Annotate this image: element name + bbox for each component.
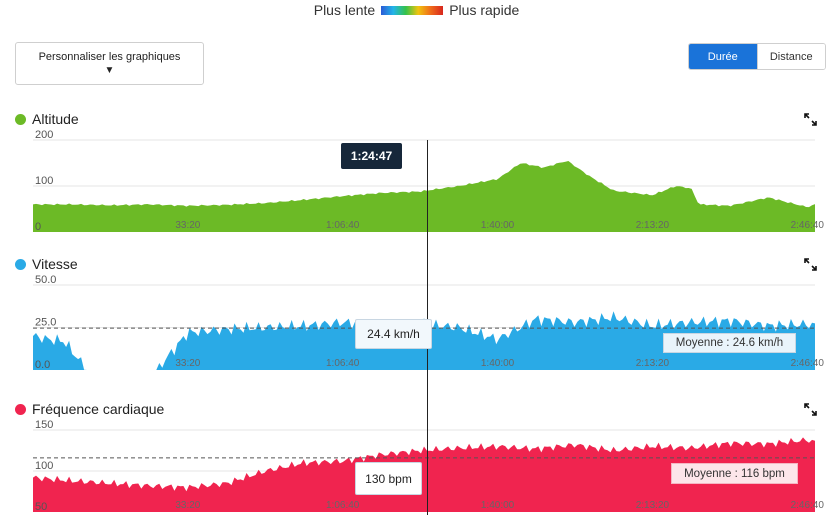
speed-title: Vitesse xyxy=(32,256,78,272)
heart-average-label: Moyenne : 116 bpm xyxy=(671,463,798,484)
x-tick-label: 1:40:00 xyxy=(481,500,515,511)
toggle-distance[interactable]: Distance xyxy=(756,44,825,69)
x-tick-label: 1:40:00 xyxy=(481,358,515,369)
legend-slow-label: Plus lente xyxy=(313,2,376,18)
expand-icon[interactable] xyxy=(804,403,817,416)
x-tick-label: 1:06:40 xyxy=(326,358,360,369)
time-cursor-label: 1:24:47 xyxy=(341,143,402,169)
caret-down-icon: ▼ xyxy=(104,65,115,76)
y-tick-label: 150 xyxy=(35,419,53,431)
y-tick-label: 0 xyxy=(35,221,41,233)
customize-charts-button[interactable]: Personnaliser les graphiques ▼ xyxy=(15,42,204,85)
heart-title: Fréquence cardiaque xyxy=(32,401,165,417)
toggle-duration[interactable]: Durée xyxy=(689,44,757,69)
y-tick-label: 50.0 xyxy=(35,274,56,286)
area-series xyxy=(33,161,815,232)
y-tick-label: 50 xyxy=(35,501,47,513)
altitude-color-dot xyxy=(15,113,26,125)
heart-value-tooltip: 130 bpm xyxy=(355,462,422,495)
y-tick-label: 200 xyxy=(35,129,53,141)
speed-gradient-bar xyxy=(381,5,444,15)
speed-value-tooltip: 24.4 km/h xyxy=(355,319,432,349)
customize-charts-label: Personnaliser les graphiques xyxy=(38,51,181,63)
speed-color-dot xyxy=(15,258,26,270)
expand-icon[interactable] xyxy=(804,258,817,271)
x-tick-label: 2:46:40 xyxy=(791,220,825,231)
speed-average-label: Moyenne : 24.6 km/h xyxy=(663,333,796,353)
area-series xyxy=(33,437,815,512)
heart-panel-title: Fréquence cardiaque xyxy=(15,401,164,417)
speed-color-legend: Plus lente Plus rapide xyxy=(0,2,833,18)
y-tick-label: 100 xyxy=(35,175,53,187)
legend-fast-label: Plus rapide xyxy=(449,2,520,18)
x-tick-label: 2:46:40 xyxy=(791,500,825,511)
x-tick-label: 2:13:20 xyxy=(636,358,670,369)
expand-icon[interactable] xyxy=(804,113,817,126)
y-tick-label: 0.0 xyxy=(35,359,50,371)
y-tick-label: 25.0 xyxy=(35,317,56,329)
heart-color-dot xyxy=(15,403,26,415)
x-tick-label: 1:06:40 xyxy=(326,500,360,511)
altitude-chart: 200 100 0 33:20 1:06:40 1:40:00 2:13:20 2:46:40 xyxy=(33,129,825,233)
altitude-panel-title: Altitude xyxy=(15,111,79,127)
x-tick-label: 2:46:40 xyxy=(791,358,825,369)
x-tick-label: 1:06:40 xyxy=(326,220,360,231)
speed-panel-title: Vitesse xyxy=(15,256,78,272)
x-tick-label: 2:13:20 xyxy=(636,220,670,231)
x-tick-label: 33:20 xyxy=(175,220,200,231)
x-tick-label: 33:20 xyxy=(175,500,200,511)
axis-mode-toggle: Durée Distance xyxy=(688,43,826,70)
x-tick-label: 33:20 xyxy=(175,358,200,369)
x-tick-label: 1:40:00 xyxy=(481,220,515,231)
x-tick-label: 2:13:20 xyxy=(636,500,670,511)
altitude-title: Altitude xyxy=(32,111,79,127)
y-tick-label: 100 xyxy=(35,460,53,472)
